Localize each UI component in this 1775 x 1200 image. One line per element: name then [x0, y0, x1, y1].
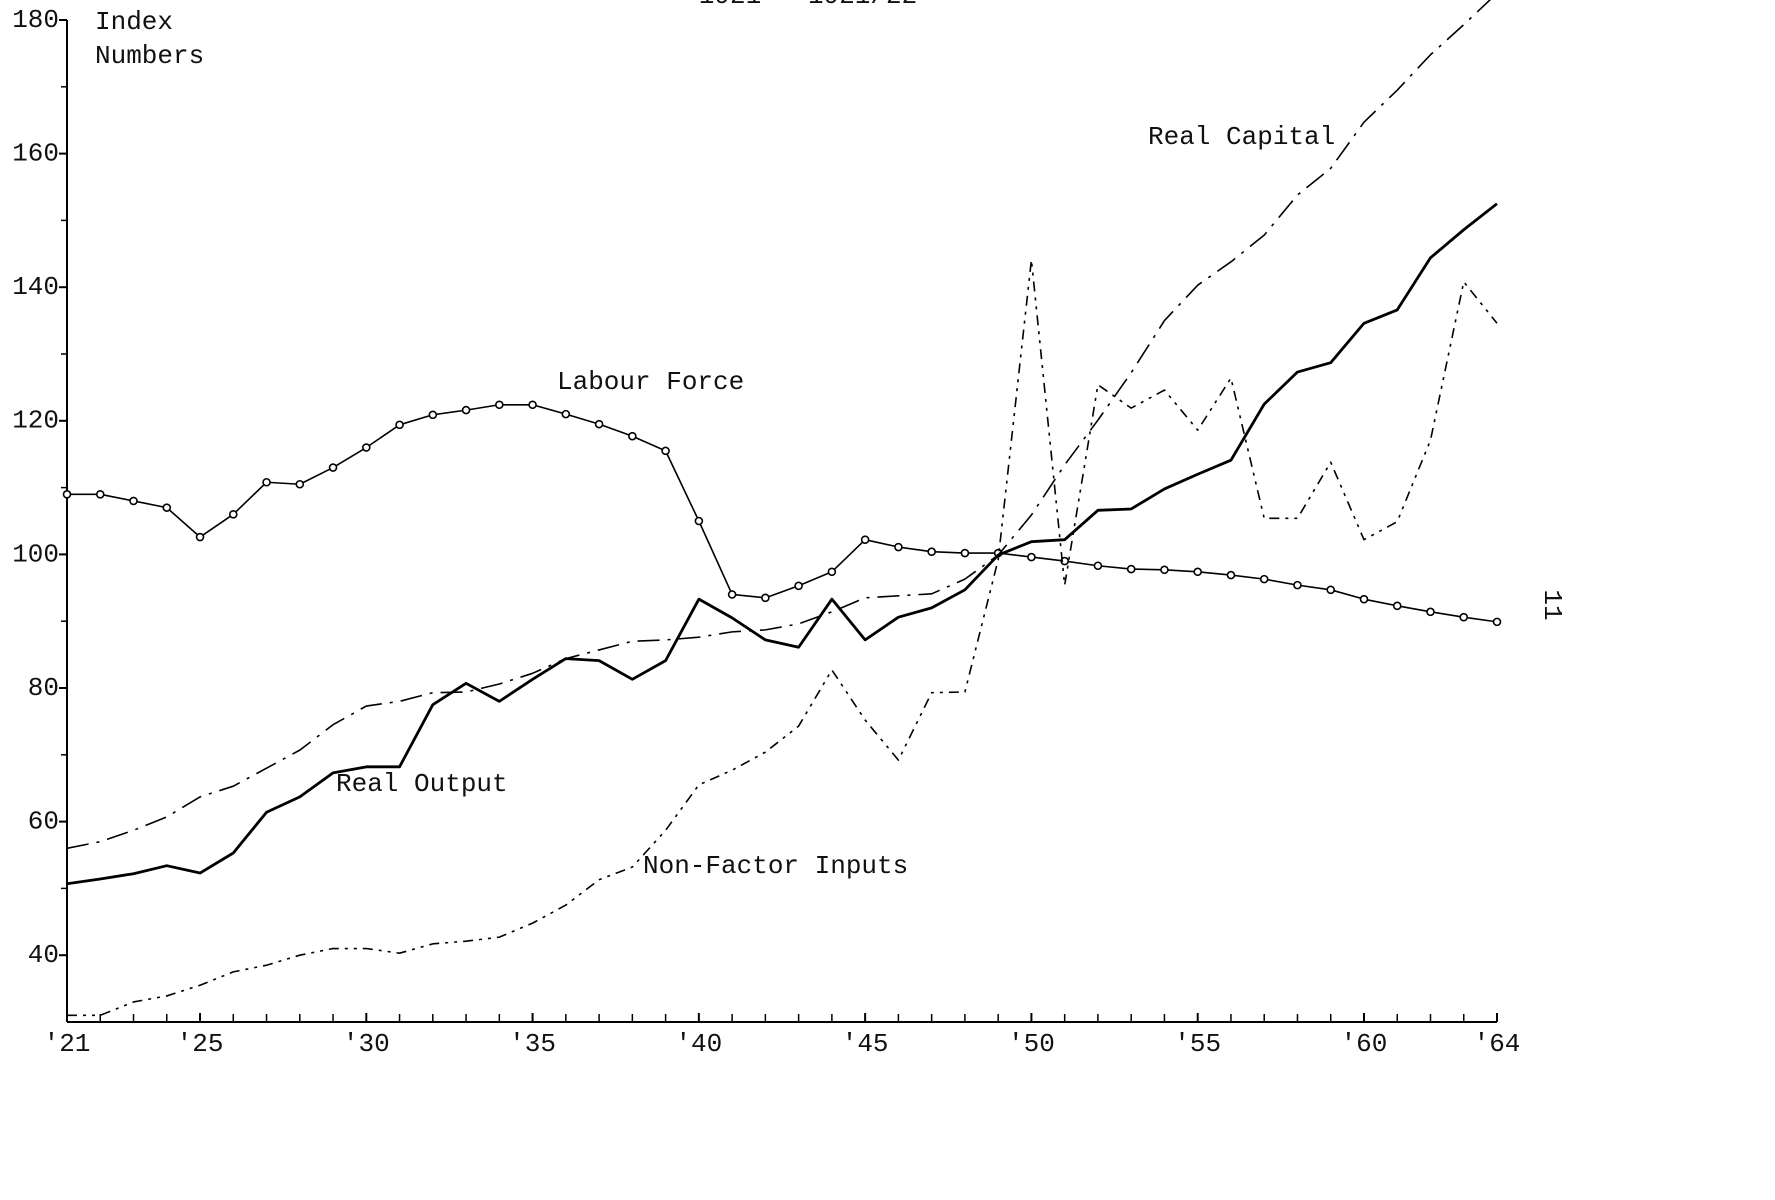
data-point — [761, 593, 770, 603]
x-tick-label: '45 — [842, 1029, 889, 1059]
series-label: Non-Factor Inputs — [643, 851, 908, 881]
data-point — [661, 446, 670, 456]
data-point — [1193, 567, 1202, 577]
data-point — [1027, 552, 1036, 562]
series-line — [67, 259, 1498, 1017]
x-tick-label: '64 — [1474, 1029, 1521, 1059]
series-line — [66, 202, 1498, 886]
x-tick-label: '40 — [675, 1029, 722, 1059]
data-point — [727, 590, 737, 599]
y-tick-label: 100 — [12, 539, 59, 569]
series-label: Real Capital — [1148, 122, 1335, 152]
data-point — [628, 431, 637, 441]
data-point — [62, 489, 72, 499]
y-axis-label: Index — [95, 7, 173, 37]
data-point — [827, 567, 837, 577]
data-point — [95, 489, 105, 499]
y-tick-label: 80 — [28, 673, 59, 703]
data-point — [1259, 574, 1269, 584]
data-point — [395, 420, 404, 430]
data-point — [129, 496, 138, 506]
data-point — [860, 535, 870, 545]
series-label: Real Output — [336, 769, 508, 799]
x-tick-label: '60 — [1341, 1029, 1388, 1059]
data-point — [1459, 612, 1469, 622]
data-point — [1426, 607, 1435, 617]
x-tick-label: '25 — [177, 1029, 224, 1059]
data-point — [1093, 561, 1103, 571]
y-tick-label: 40 — [28, 940, 59, 970]
data-point — [794, 581, 803, 591]
data-point — [195, 532, 205, 542]
data-point — [295, 479, 305, 489]
data-point — [362, 443, 371, 452]
data-point — [1326, 585, 1336, 595]
data-point — [927, 547, 936, 557]
y-tick-label: 160 — [12, 138, 59, 168]
data-point — [1060, 556, 1069, 566]
data-point — [495, 400, 504, 410]
data-point — [1293, 580, 1302, 590]
data-point — [228, 510, 238, 519]
data-point — [594, 419, 604, 429]
series-line — [66, 0, 1492, 850]
x-tick-label: '35 — [509, 1029, 556, 1059]
data-point — [1392, 601, 1402, 611]
y-axis-label: Numbers — [95, 41, 204, 71]
y-tick-label: 140 — [12, 272, 59, 302]
x-tick-label: '21 — [44, 1029, 91, 1059]
data-point — [528, 400, 537, 410]
data-point — [162, 503, 172, 512]
data-point — [894, 542, 903, 552]
data-point — [461, 405, 471, 415]
data-point — [694, 516, 704, 526]
data-point — [960, 548, 970, 558]
x-tick-label: '50 — [1008, 1029, 1055, 1059]
data-point — [1126, 564, 1136, 574]
series-line — [67, 403, 1498, 623]
y-tick-label: 180 — [12, 5, 59, 35]
chart-title: 1921 - 1921/22 — [699, 0, 917, 11]
data-point — [328, 463, 338, 472]
data-point — [262, 477, 271, 487]
x-tick-label: '30 — [343, 1029, 390, 1059]
series-label: Labour Force — [557, 367, 744, 397]
y-tick-label: 60 — [28, 806, 59, 836]
data-point — [561, 409, 571, 419]
data-point — [1226, 570, 1236, 580]
y-tick-label: 120 — [12, 406, 59, 436]
data-point — [1359, 594, 1369, 604]
page-number: 11 — [1537, 589, 1567, 620]
data-point — [1492, 617, 1502, 627]
x-tick-label: '55 — [1174, 1029, 1221, 1059]
data-point — [428, 410, 438, 420]
data-point — [1160, 565, 1169, 575]
